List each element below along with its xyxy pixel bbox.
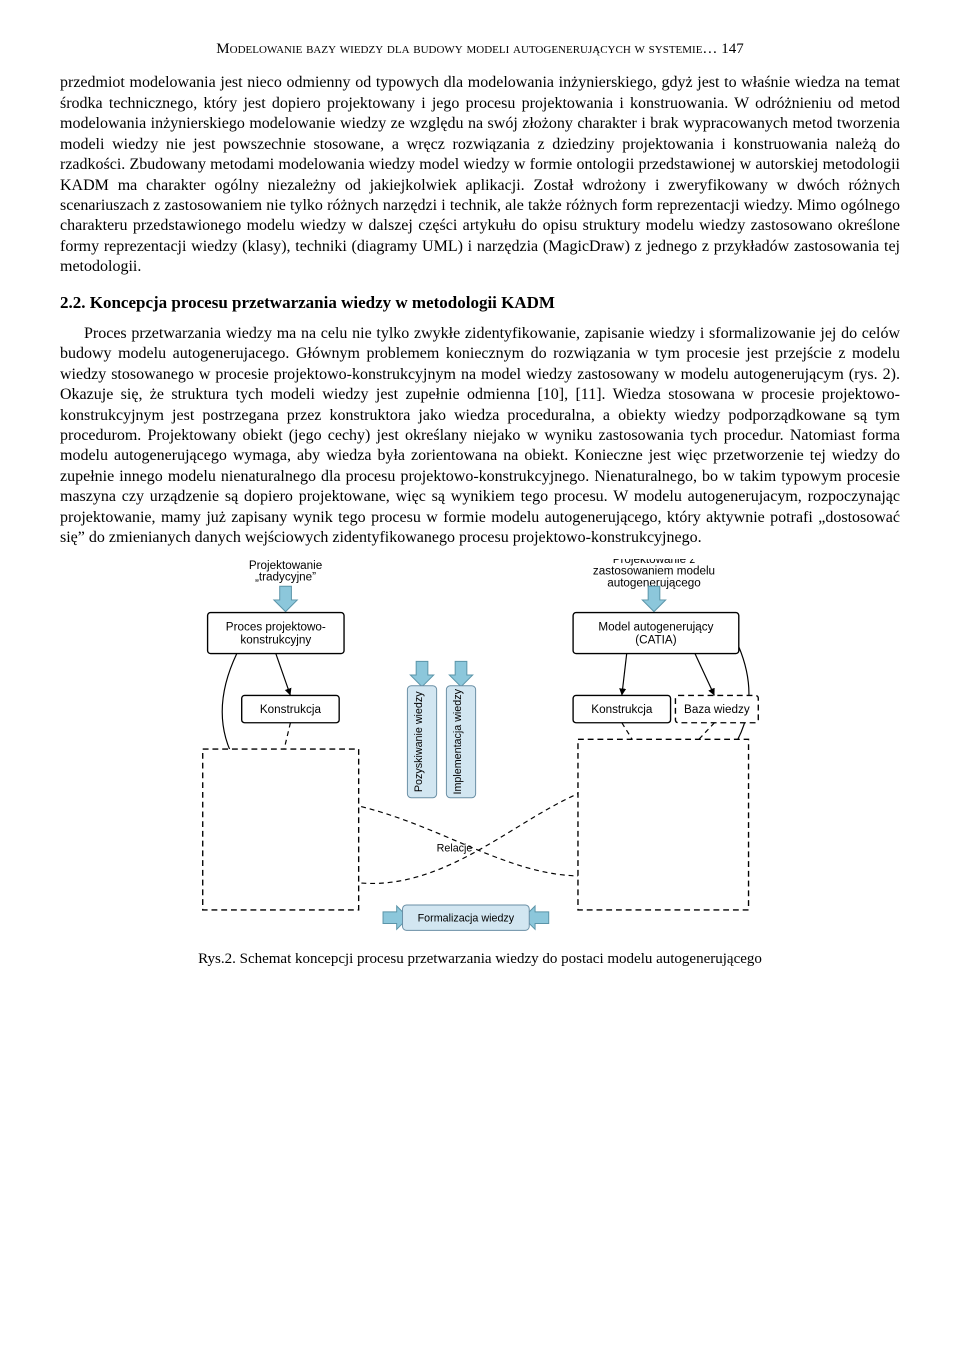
- svg-text:„tradycyjne”: „tradycyjne”: [255, 570, 316, 583]
- flowchart-svg: Projektowanie„tradycyjne”Projektowanie z…: [188, 559, 773, 944]
- svg-text:Implementacja wiedzy: Implementacja wiedzy: [452, 688, 464, 794]
- svg-text:(CATIA): (CATIA): [635, 633, 676, 646]
- svg-text:Relacje: Relacje: [436, 842, 472, 854]
- svg-text:Formalizacja wiedzy: Formalizacja wiedzy: [417, 912, 514, 924]
- svg-text:Proces projektowo-: Proces projektowo-: [225, 620, 325, 633]
- svg-text:Baza wiedzy: Baza wiedzy: [684, 703, 750, 716]
- svg-text:konstrukcyjny: konstrukcyjny: [240, 633, 311, 646]
- paragraph-2: Proces przetwarzania wiedzy ma na celu n…: [60, 324, 900, 549]
- figure-caption: Rys.2. Schemat koncepcji procesu przetwa…: [60, 950, 900, 969]
- figure-2: Projektowanie„tradycyjne”Projektowanie z…: [60, 559, 900, 969]
- section-heading: 2.2. Koncepcja procesu przetwarzania wie…: [60, 292, 900, 314]
- running-header-text: Modelowanie bazy wiedzy dla budowy model…: [216, 41, 717, 57]
- svg-text:Konstrukcja: Konstrukcja: [591, 703, 653, 716]
- paragraph-1: przedmiot modelowania jest nieco odmienn…: [60, 73, 900, 278]
- svg-text:Konstrukcja: Konstrukcja: [259, 703, 321, 716]
- running-header: Modelowanie bazy wiedzy dla budowy model…: [60, 40, 900, 59]
- svg-text:Pozyskiwanie wiedzy: Pozyskiwanie wiedzy: [413, 691, 425, 792]
- svg-text:Model autogenerujący: Model autogenerujący: [598, 620, 713, 633]
- page-number: 147: [721, 41, 744, 57]
